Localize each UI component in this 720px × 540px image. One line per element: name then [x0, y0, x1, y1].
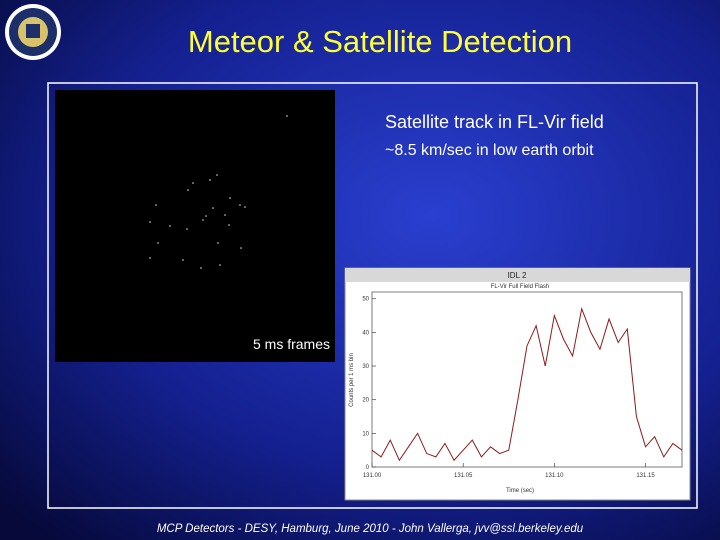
y-tick-label: 10	[362, 431, 369, 437]
x-tick-label: 131.00	[363, 473, 382, 479]
slide-title: Meteor & Satellite Detection	[188, 24, 572, 59]
content-frame	[47, 82, 698, 509]
y-tick-label: 30	[362, 364, 369, 370]
y-tick-label: 0	[366, 465, 370, 471]
x-tick-label: 131.10	[545, 473, 564, 479]
y-tick-label: 40	[362, 330, 369, 336]
bullet: ~8.5 km/sec in low earth orbit	[385, 142, 594, 159]
idl-window: IDL 2 FL-Vir Full Field Flash Time (sec)…	[344, 267, 691, 501]
x-tick-label: 131.05	[454, 473, 473, 479]
bullet: Satellite track in FL-Vir field	[385, 112, 604, 132]
y-tick-label: 50	[362, 297, 369, 303]
footer: MCP Detectors - DESY, Hamburg, June 2010…	[157, 523, 584, 535]
plot-title: FL-Vir Full Field Flash	[491, 284, 550, 290]
window-title: IDL 2	[508, 271, 527, 280]
y-axis-label: Counts per 1 ms bin	[349, 353, 355, 407]
window-titlebar	[345, 268, 690, 282]
plot-line	[371, 307, 683, 462]
seal	[5, 4, 61, 60]
image-label: 5 ms frames	[253, 336, 330, 352]
x-axis-label: Time (sec)	[506, 488, 534, 494]
y-tick-label: 20	[362, 398, 369, 404]
window-body	[344, 267, 691, 501]
frame-image	[55, 90, 335, 362]
plot-frame	[371, 291, 683, 468]
star-field	[149, 115, 288, 269]
x-tick-label: 131.15	[636, 473, 655, 479]
